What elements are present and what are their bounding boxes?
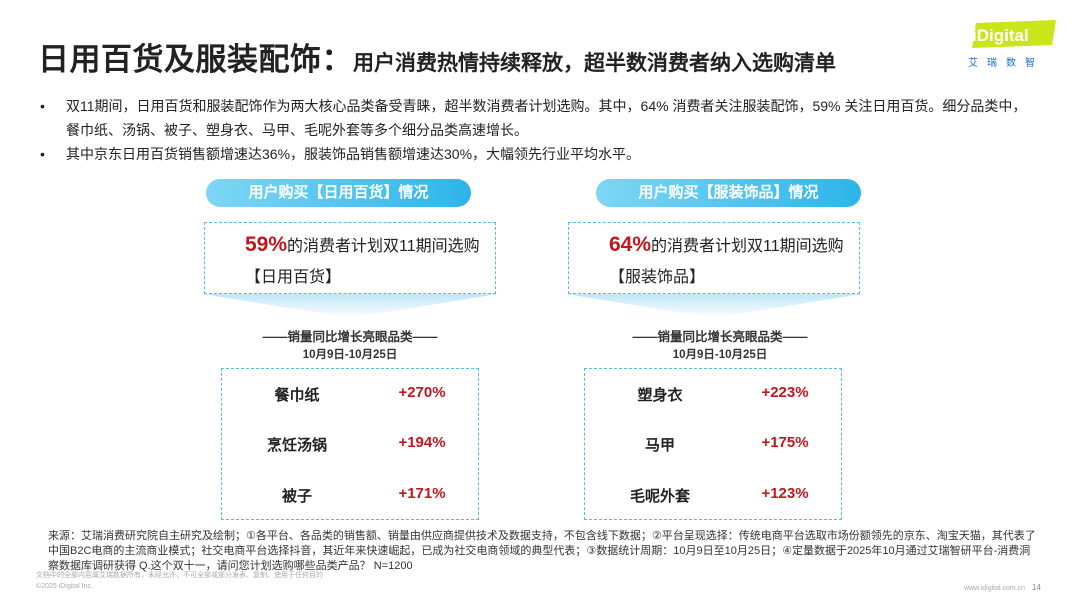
right-stat-text: 的消费者计划双11期间选购 xyxy=(651,238,844,255)
left-stat-pct: 59% xyxy=(245,233,288,256)
logo-cn-text: 艾瑞数智 xyxy=(968,58,1044,69)
growth-value: +123% xyxy=(761,485,809,502)
growth-value: +270% xyxy=(398,384,446,401)
table-row: 毛呢外套 +123% xyxy=(585,485,841,509)
right-panel-title: 用户购买【服装饰品】情况 xyxy=(596,179,861,207)
website-link[interactable]: www.idigital.com.cn xyxy=(964,585,1026,592)
copyright-line: ©2025 iDigital Inc. xyxy=(36,583,93,590)
left-date-range: 10月9日-10月25日 xyxy=(302,349,398,361)
page-title: 日用百货及服装配饰：用户消费热情持续释放，超半数消费者纳入选购清单 xyxy=(38,34,836,79)
bullet-dot: • xyxy=(40,146,45,162)
right-section-title: ——销量同比增长亮眼品类—— xyxy=(632,330,808,344)
growth-value: +194% xyxy=(398,434,446,451)
category-name: 毛呢外套 xyxy=(629,488,690,505)
left-stat-text: 的消费者计划双11期间选购 xyxy=(287,238,480,255)
left-panel-title: 用户购买【日用百货】情况 xyxy=(206,179,471,207)
category-name: 餐巾纸 xyxy=(274,387,320,404)
left-stat-line1: 59%的消费者计划双11期间选购 xyxy=(245,232,480,257)
left-stat-line2: 【日用百货】 xyxy=(245,269,342,286)
growth-value: +175% xyxy=(761,434,809,451)
bullet-item: • 双11期间，日用百货和服装配饰作为两大核心品类备受青睐，超半数消费者计划选购… xyxy=(40,94,1040,142)
right-stat-pct: 64% xyxy=(609,233,652,256)
table-row: 马甲 +175% xyxy=(585,434,841,458)
category-name: 马甲 xyxy=(644,437,675,454)
bullet-item: • 其中京东日用百货销售额增速达36%，服装饰品销售额增速达30%，大幅领先行业… xyxy=(40,142,1040,166)
bullet-list: • 双11期间，日用百货和服装配饰作为两大核心品类备受青睐，超半数消费者计划选购… xyxy=(40,94,1040,166)
idigital-logo-icon: iDigital xyxy=(972,20,1056,48)
table-row: 烹饪汤锅 +194% xyxy=(222,434,478,458)
svg-text:iDigital: iDigital xyxy=(972,26,1029,45)
brand-logo: iDigital 艾瑞数智 xyxy=(968,20,1062,70)
table-row: 餐巾纸 +270% xyxy=(222,384,478,408)
page-number: 14 xyxy=(1032,583,1041,592)
right-stat-line2: 【服装饰品】 xyxy=(609,269,706,286)
copyright-notice: 文档中的全部内容属艾瑞数据所有，未经允许，不可全部或部分发表、复制、使用于任何目… xyxy=(36,572,323,579)
bullet-text: 其中京东日用百货销售额增速达36%，服装饰品销售额增速达30%，大幅领先行业平均… xyxy=(66,146,641,162)
category-name: 被子 xyxy=(281,488,312,505)
table-row: 塑身衣 +223% xyxy=(585,384,841,408)
right-stat-box: 64%的消费者计划双11期间选购 【服装饰品】 xyxy=(568,222,860,294)
growth-value: +171% xyxy=(398,485,446,502)
right-date-range: 10月9日-10月25日 xyxy=(672,349,768,361)
left-section-title: ——销量同比增长亮眼品类—— xyxy=(262,330,438,344)
left-stat-box: 59%的消费者计划双11期间选购 【日用百货】 xyxy=(204,222,496,294)
category-name: 烹饪汤锅 xyxy=(266,437,327,454)
bullet-dot: • xyxy=(40,98,45,114)
growth-value: +223% xyxy=(761,384,809,401)
left-funnel-shape xyxy=(202,294,498,318)
right-stat-line1: 64%的消费者计划双11期间选购 xyxy=(609,232,844,257)
right-growth-table: 塑身衣 +223% 马甲 +175% 毛呢外套 +123% xyxy=(584,368,842,520)
source-note: 来源：艾瑞消费研究院自主研究及绘制；①各平台、各品类的销售额、销量由供应商提供技… xyxy=(48,530,1036,572)
page-title-sub: 用户消费热情持续释放，超半数消费者纳入选购清单 xyxy=(353,52,836,75)
table-row: 被子 +171% xyxy=(222,485,478,509)
bullet-text: 双11期间，日用百货和服装配饰作为两大核心品类备受青睐，超半数消费者计划选购。其… xyxy=(66,98,1027,138)
page-title-main: 日用百货及服装配饰： xyxy=(38,42,353,77)
right-funnel-shape xyxy=(566,294,862,318)
left-growth-table: 餐巾纸 +270% 烹饪汤锅 +194% 被子 +171% xyxy=(221,368,479,520)
category-name: 塑身衣 xyxy=(637,387,683,404)
